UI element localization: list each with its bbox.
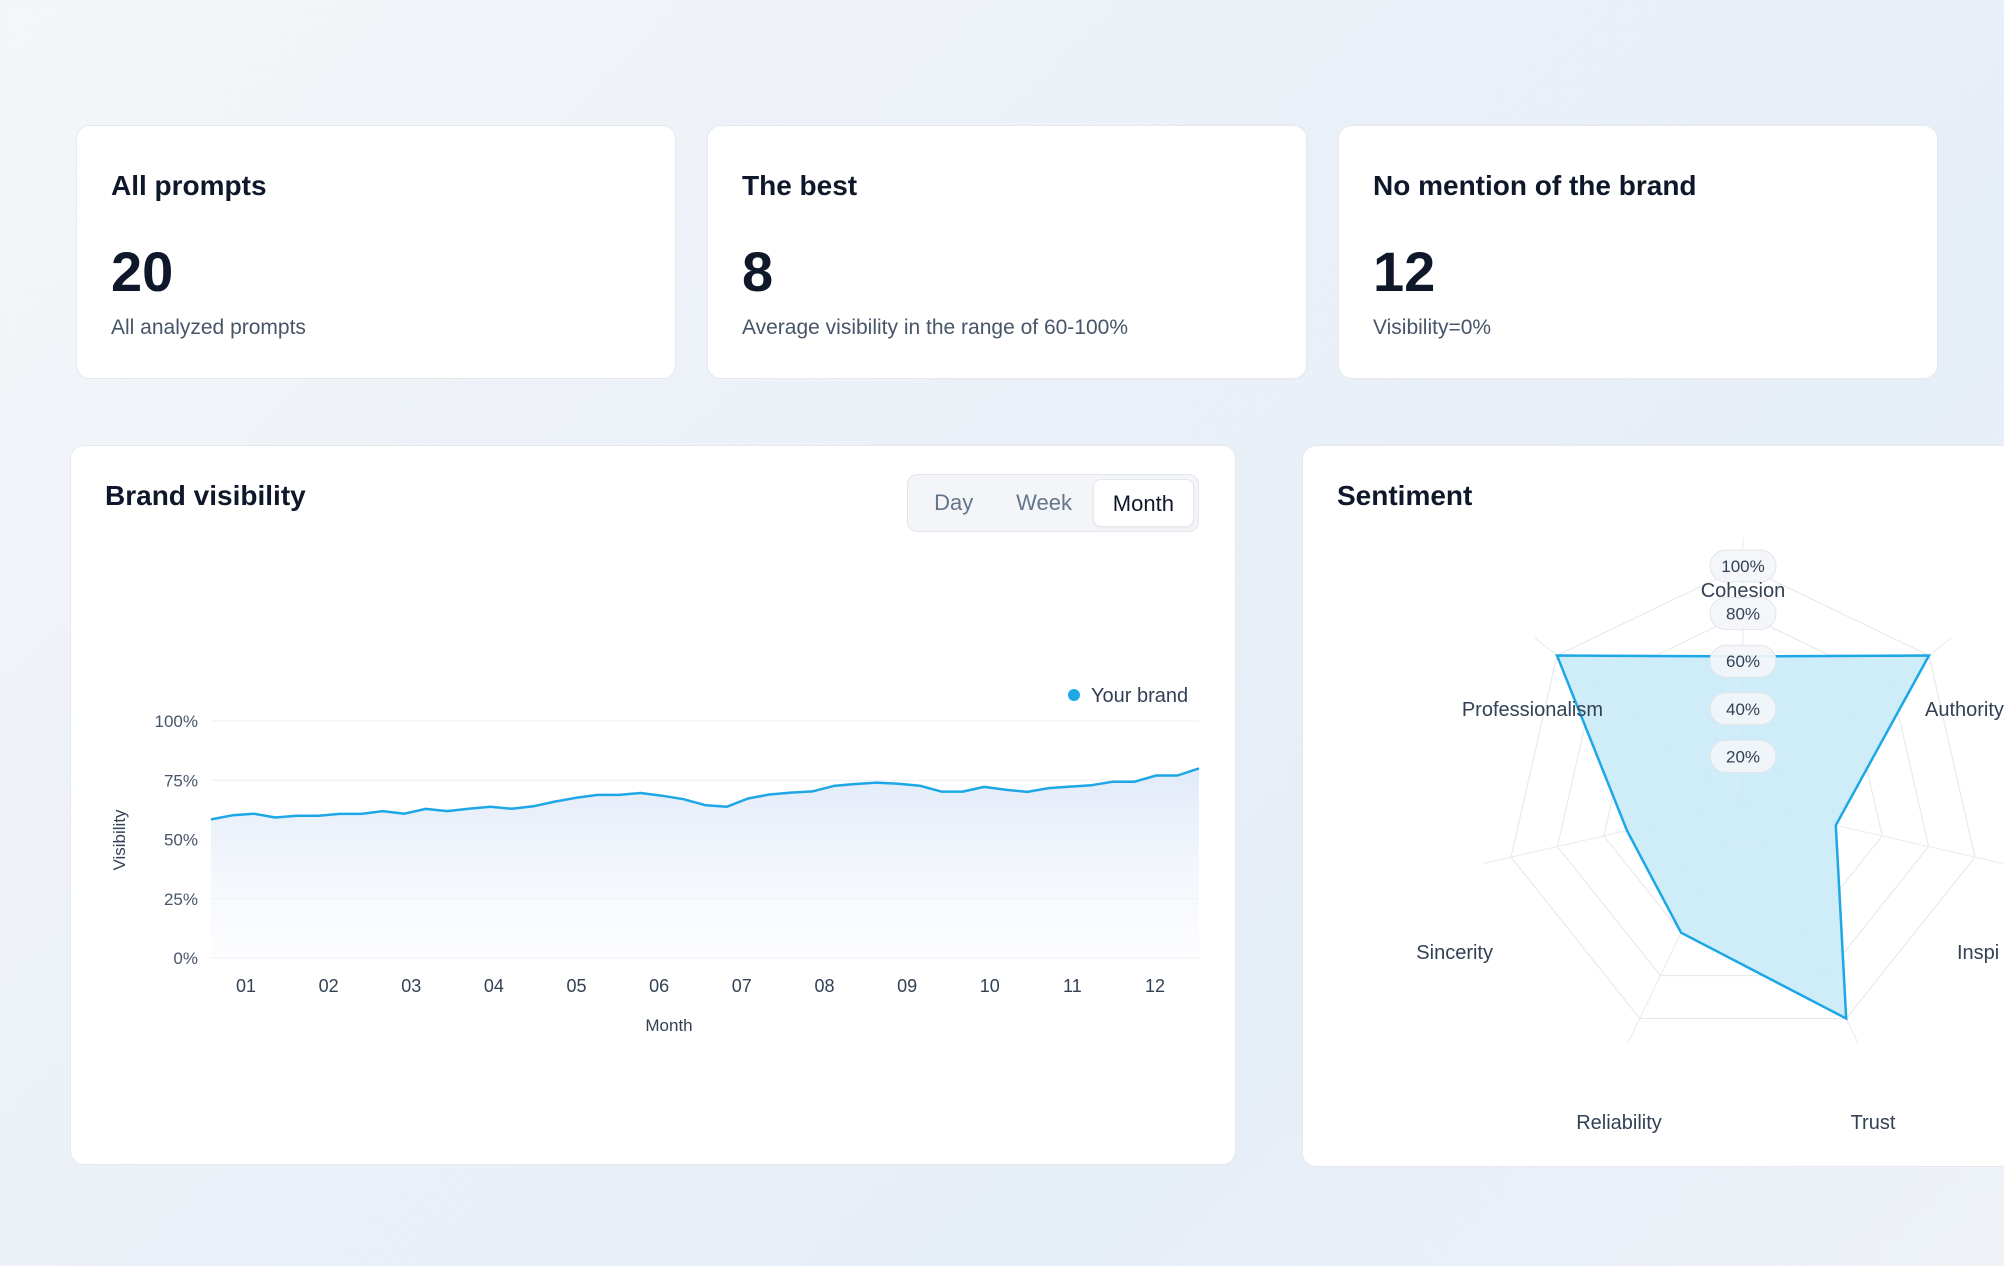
sentiment-panel: Sentiment 20% 40% 60% 80% 100% Cohesion Author…	[1302, 445, 2004, 1167]
radar-grid-ring	[1510, 565, 1976, 1019]
x-tick-label: 09	[897, 976, 917, 996]
stat-value: 8	[742, 240, 774, 303]
panel-title: Brand visibility	[105, 480, 306, 511]
radial-tick-pill	[1709, 692, 1777, 726]
stat-subtitle: Average visibility in the range of 60-10…	[742, 316, 1129, 339]
radar-axis-label: Sincerity	[1416, 942, 1493, 964]
stat-title: The best	[742, 170, 858, 201]
stat-card-all-prompts: All prompts 20 All analyzed prompts	[76, 125, 676, 379]
x-tick-label: 03	[401, 976, 421, 996]
y-axis-label: Visibility	[110, 809, 129, 871]
radial-tick-pill	[1709, 597, 1777, 631]
y-tick-label: 75%	[164, 771, 198, 790]
visibility-chart: 100% 75% 50% 25% 0% Visibility 01 02 03 04 05 06 07 0…	[110, 685, 1200, 1035]
radial-tick-pill	[1709, 549, 1777, 583]
tab-month[interactable]: Month	[1092, 479, 1195, 527]
panel-title: Sentiment	[1337, 480, 1473, 511]
x-tick-label: 11	[1063, 976, 1082, 996]
y-tick-label: 25%	[164, 890, 198, 909]
x-tick-label: 12	[1145, 976, 1165, 996]
y-tick-label: 0%	[173, 949, 198, 968]
stat-value: 20	[111, 240, 174, 303]
tab-day[interactable]: Day	[934, 490, 974, 515]
stat-card-the-best: The best 8 Average visibility in the ran…	[707, 125, 1307, 379]
radial-tick-label: 60%	[1726, 652, 1760, 671]
series-area	[211, 768, 1199, 958]
legend-label: Your brand	[1091, 685, 1188, 707]
radar-axis-label: Inspi	[1957, 942, 1999, 964]
x-tick-label: 05	[567, 976, 587, 996]
radial-tick-pill	[1709, 739, 1777, 773]
radar-axis-label: Cohesion	[1701, 580, 1786, 602]
x-tick-label: 02	[319, 976, 339, 996]
y-tick-label: 100%	[155, 712, 198, 731]
x-tick-label: 08	[814, 976, 834, 996]
brand-visibility-panel: Brand visibility Day Week Month 100% 75% 5…	[70, 445, 1236, 1165]
x-tick-label: 06	[649, 976, 669, 996]
radar-axis-label: Authority	[1925, 699, 2004, 721]
radial-tick-label: 20%	[1726, 747, 1760, 766]
radar-axis-label: Reliability	[1576, 1112, 1662, 1134]
y-tick-label: 50%	[164, 831, 198, 850]
stat-card-no-mention: No mention of the brand 12 Visibility=0%	[1338, 125, 1938, 379]
radar-series-shape	[1555, 654, 1932, 1021]
stat-subtitle: Visibility=0%	[1373, 316, 1492, 339]
x-tick-label: 04	[484, 976, 504, 996]
radial-tick-label: 40%	[1726, 700, 1760, 719]
radial-tick-pill	[1709, 644, 1777, 678]
radial-tick-label: 100%	[1721, 557, 1764, 576]
x-axis-label: Month	[645, 1016, 692, 1035]
stat-title: No mention of the brand	[1373, 170, 1697, 201]
period-toggle: Day Week Month	[907, 474, 1199, 532]
stat-value: 12	[1373, 240, 1436, 303]
series-line	[210, 767, 1200, 821]
tab-week[interactable]: Week	[1016, 490, 1072, 515]
stat-subtitle: All analyzed prompts	[111, 316, 306, 339]
legend-dot	[1068, 689, 1080, 701]
x-tick-label: 10	[980, 976, 1000, 996]
radar-axis-label: Trust	[1851, 1112, 1896, 1134]
radial-tick-label: 80%	[1726, 605, 1760, 624]
x-tick-label: 07	[732, 976, 752, 996]
radar-axis-label: Professionalism	[1462, 699, 1603, 721]
x-tick-label: 01	[236, 976, 256, 996]
sentiment-radar-chart: 20% 40% 60% 80% 100% Cohesion Authority Inspi Tr…	[1416, 537, 2004, 1134]
stat-title: All prompts	[111, 170, 267, 201]
